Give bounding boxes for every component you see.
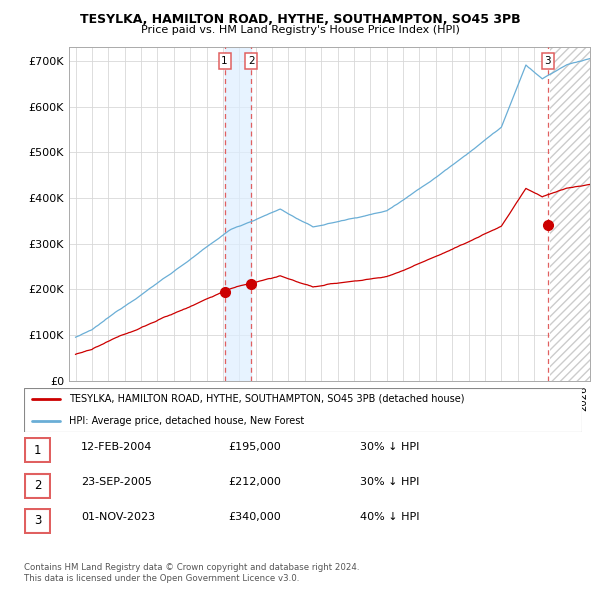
Text: 2: 2 [34, 479, 41, 492]
Bar [550, 47, 590, 381]
Text: £340,000: £340,000 [228, 513, 281, 522]
Text: £212,000: £212,000 [228, 477, 281, 487]
Text: 30% ↓ HPI: 30% ↓ HPI [360, 442, 419, 451]
Text: 23-SEP-2005: 23-SEP-2005 [81, 477, 152, 487]
Bar [224, 47, 251, 381]
Text: TESYLKA, HAMILTON ROAD, HYTHE, SOUTHAMPTON, SO45 3PB: TESYLKA, HAMILTON ROAD, HYTHE, SOUTHAMPT… [80, 13, 520, 26]
Text: 40% ↓ HPI: 40% ↓ HPI [360, 513, 419, 522]
FancyBboxPatch shape [25, 509, 50, 533]
Text: 30% ↓ HPI: 30% ↓ HPI [360, 477, 419, 487]
FancyBboxPatch shape [25, 474, 50, 497]
Text: 3: 3 [34, 514, 41, 527]
Text: Price paid vs. HM Land Registry's House Price Index (HPI): Price paid vs. HM Land Registry's House … [140, 25, 460, 35]
Text: 2: 2 [248, 56, 254, 66]
FancyBboxPatch shape [25, 438, 50, 462]
Text: 1: 1 [221, 56, 228, 66]
Text: TESYLKA, HAMILTON ROAD, HYTHE, SOUTHAMPTON, SO45 3PB (detached house): TESYLKA, HAMILTON ROAD, HYTHE, SOUTHAMPT… [68, 394, 464, 404]
Text: 01-NOV-2023: 01-NOV-2023 [81, 513, 155, 522]
Bar [550, 47, 590, 381]
Text: £195,000: £195,000 [228, 442, 281, 451]
Text: 1: 1 [34, 444, 41, 457]
Text: 3: 3 [545, 56, 551, 66]
Text: This data is licensed under the Open Government Licence v3.0.: This data is licensed under the Open Gov… [24, 574, 299, 583]
Text: HPI: Average price, detached house, New Forest: HPI: Average price, detached house, New … [68, 416, 304, 426]
Text: 12-FEB-2004: 12-FEB-2004 [81, 442, 152, 451]
Text: Contains HM Land Registry data © Crown copyright and database right 2024.: Contains HM Land Registry data © Crown c… [24, 563, 359, 572]
